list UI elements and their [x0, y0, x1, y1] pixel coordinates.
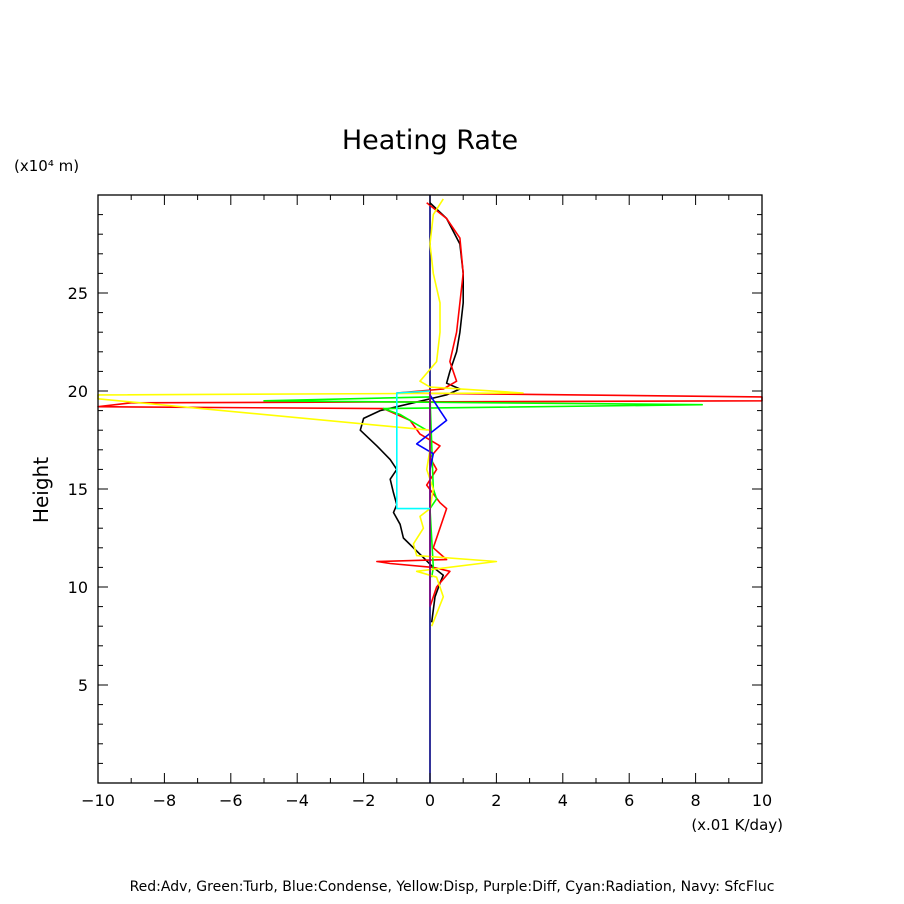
series-total-line [359, 202, 464, 623]
x-tick-label: 10 [752, 791, 772, 810]
x-axis-unit: (x.01 K/day) [691, 816, 783, 834]
series-radiation-line [396, 390, 431, 510]
series-condense-line [415, 394, 448, 470]
y-tick-label: 25 [68, 284, 88, 303]
y-tick-label: 15 [68, 480, 88, 499]
y-axis-label: Height [29, 457, 53, 523]
y-ticks [98, 214, 762, 764]
x-tick-label: 0 [425, 791, 435, 810]
chart-title: Heating Rate [342, 125, 518, 156]
x-tick-label: 2 [491, 791, 501, 810]
x-ticks [97, 195, 763, 783]
series-layer [97, 195, 763, 783]
series-turb-line [263, 396, 703, 578]
x-tick-labels: −10 −8 −6 −4 −2 0 2 4 6 8 10 [81, 791, 772, 810]
x-tick-label: −4 [285, 791, 309, 810]
legend-caption: Red:Adv, Green:Turb, Blue:Condense, Yell… [130, 879, 775, 895]
x-tick-label: 4 [558, 791, 568, 810]
y-tick-label: 5 [78, 676, 88, 695]
x-tick-label: 8 [691, 791, 701, 810]
x-tick-label: −6 [219, 791, 243, 810]
y-axis-unit: (x10⁴ m) [14, 157, 79, 175]
y-tick-label: 20 [68, 382, 88, 401]
y-tick-labels: 5 10 15 20 25 [68, 284, 88, 695]
x-tick-label: 6 [624, 791, 634, 810]
x-tick-label: −2 [352, 791, 376, 810]
y-tick-label: 10 [68, 578, 88, 597]
series-disp-line [97, 198, 524, 627]
x-tick-label: −8 [153, 791, 177, 810]
x-tick-label: −10 [81, 791, 115, 810]
